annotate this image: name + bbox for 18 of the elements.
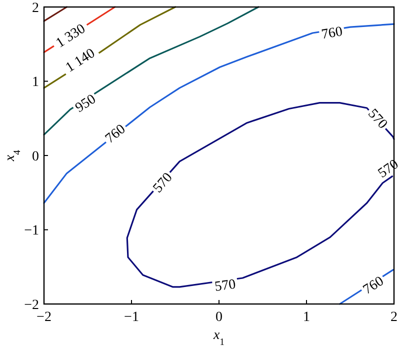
- annotation: 570: [364, 106, 390, 132]
- annotation: 570: [214, 277, 237, 295]
- x-axis-title: x$_{1}$: [212, 328, 225, 347]
- y-tick-label: 2: [32, 0, 39, 16]
- y-tick-label: 1: [32, 75, 39, 90]
- annotation: 760: [102, 122, 129, 147]
- annotation: 950: [72, 92, 99, 116]
- y-tick-label: −1: [24, 224, 39, 239]
- x-tick-label: 2: [390, 310, 398, 325]
- y-tick-label: −2: [24, 298, 39, 313]
- y-tick-label: 0: [32, 149, 39, 164]
- annotation: 760: [320, 24, 344, 43]
- x-tick-label: 1: [303, 310, 310, 325]
- annotation: 570: [376, 157, 400, 182]
- annotation: 760: [360, 274, 387, 298]
- annotation: 570: [150, 170, 176, 196]
- x-tick-label: −1: [124, 310, 139, 325]
- x-tick-label: 0: [216, 310, 222, 325]
